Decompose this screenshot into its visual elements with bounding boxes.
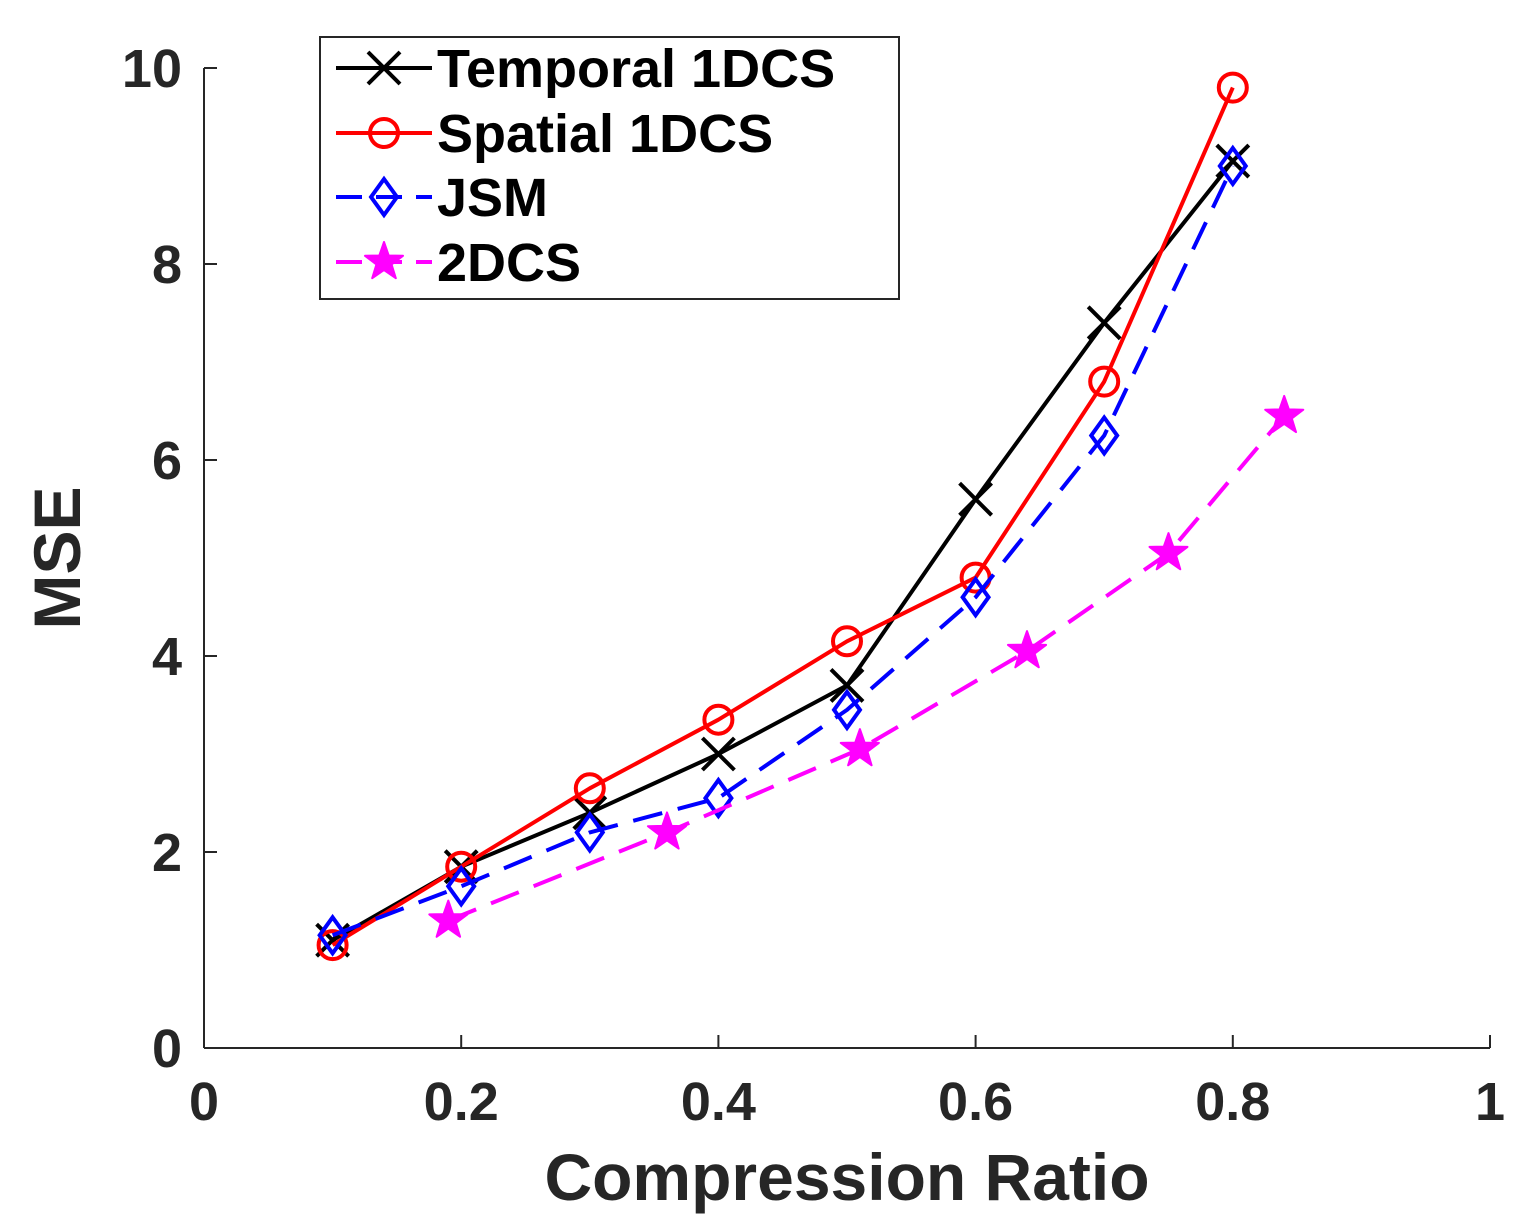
data-point-jsm [1217,144,1249,188]
data-point-2dcs [839,728,880,767]
y-tick-label: 6 [152,431,182,491]
legend-marker-spatial-1dcs [368,117,400,149]
series-line-jsm [331,165,1235,938]
data-point-jsm [574,810,606,854]
legend-label-2dcs: 2DCS [437,233,581,293]
data-point-spatial-1dcs [831,625,863,658]
y-tick-label: 4 [152,627,182,687]
legend-entry-2dcs: 2DCS [336,233,581,293]
legend-label-jsm: JSM [437,168,548,228]
data-point-temporal-1dcs [958,481,994,517]
data-point-spatial-1dcs [1216,71,1249,104]
data-point-2dcs [1007,630,1048,669]
data-point-temporal-1dcs [829,667,865,703]
marker-stroke [366,50,402,86]
legend-label-temporal-1dcs: Temporal 1DCS [437,39,835,99]
series-line-2dcs [447,414,1286,923]
data-point-jsm [445,864,477,908]
data-point-jsm [702,776,734,820]
series-temporal-1dcs [315,143,1251,958]
x-tick-label: 1 [1475,1072,1505,1132]
x-tick-label: 0.4 [681,1072,756,1132]
legend-entry-spatial-1dcs: Spatial 1DCS [336,104,773,164]
marker-stroke [829,667,865,703]
y-tick-label: 8 [152,235,182,295]
y-tick-label: 2 [152,823,182,883]
series-jsm [317,144,1249,957]
data-point-2dcs [646,811,687,850]
series-2dcs [428,394,1305,938]
data-point-jsm [831,688,863,732]
data-point-spatial-1dcs [445,850,478,883]
series-spatial-1dcs [316,71,1249,962]
legend-marker-temporal-1dcs [366,50,402,86]
marker-stroke [1086,305,1122,341]
x-tick-label: 0.8 [1195,1072,1270,1132]
data-point-2dcs [1148,532,1189,571]
data-point-spatial-1dcs [573,772,606,805]
data-point-spatial-1dcs [316,929,349,962]
data-point-2dcs [428,899,469,938]
data-point-jsm [317,913,349,957]
data-point-2dcs [1264,394,1305,434]
legend-box [319,36,900,300]
marker-stroke [700,736,736,772]
data-point-jsm [1088,414,1120,457]
legend-marker-2dcs [364,241,404,280]
data-point-temporal-1dcs [1086,305,1122,341]
series-line-spatial-1dcs [331,86,1235,947]
y-tick-label: 0 [152,1019,182,1079]
x-tick-label: 0.2 [424,1072,499,1132]
x-axis-title: Compression Ratio [544,1140,1149,1214]
marker-stroke [958,481,994,517]
y-axis-title: MSE [20,486,94,629]
data-point-temporal-1dcs [700,736,736,772]
legend-marker-jsm [368,175,400,219]
series-line-temporal-1dcs [331,159,1235,942]
data-point-spatial-1dcs [1088,365,1121,398]
x-tick-label: 0.6 [938,1072,1013,1132]
x-tick-label: 0 [189,1072,219,1132]
legend-entry-jsm: JSM [336,168,548,228]
legend-label-spatial-1dcs: Spatial 1DCS [437,104,773,164]
data-point-spatial-1dcs [702,703,735,736]
legend-entry-temporal-1dcs: Temporal 1DCS [336,39,835,99]
y-tick-label: 10 [122,39,182,99]
plot-series [315,71,1305,962]
data-point-jsm [960,575,992,619]
